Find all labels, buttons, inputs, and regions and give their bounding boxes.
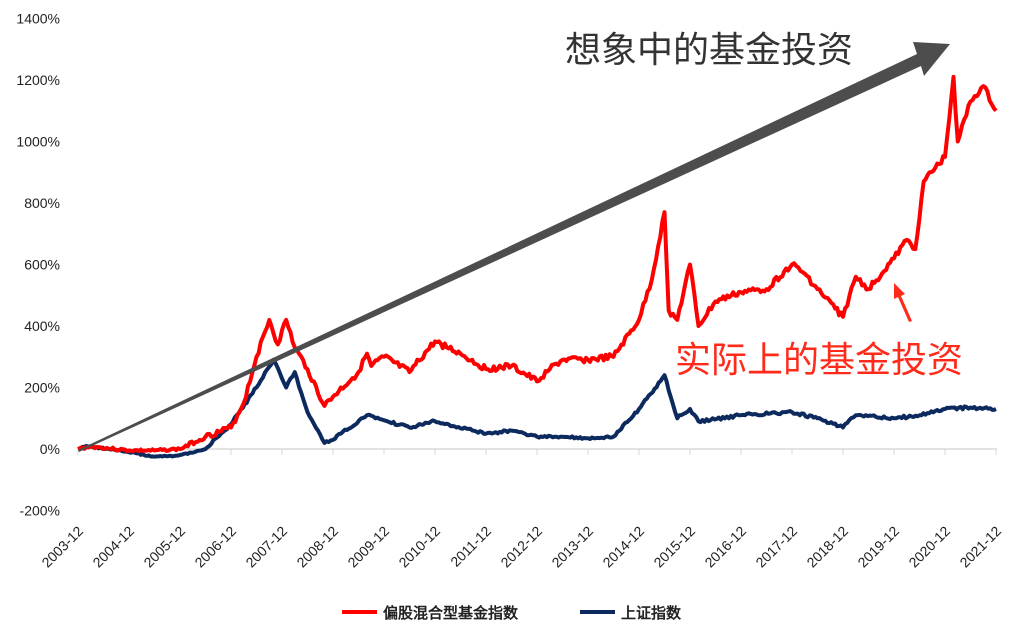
x-tick-label: 2008-12	[293, 523, 341, 571]
legend-label-index: 上证指数	[621, 604, 682, 622]
y-tick-label: 200%	[24, 380, 60, 396]
x-tick-label: 2015-12	[650, 523, 698, 571]
imagined-arrow	[78, 42, 950, 452]
y-tick-label: 600%	[24, 257, 60, 273]
annotation-actual: 实际上的基金投资	[675, 340, 963, 381]
x-tick-label: 2014-12	[599, 523, 647, 571]
x-tick-label: 2013-12	[548, 523, 596, 571]
x-tick-label: 2021-12	[956, 523, 1004, 571]
series-line-fund-index	[77, 74, 998, 454]
y-tick-label: 1000%	[16, 134, 60, 150]
y-tick-label: -200%	[20, 503, 60, 519]
y-tick-label: 0%	[40, 441, 60, 457]
x-tick-label: 2010-12	[395, 523, 443, 571]
x-tick-label: 2012-12	[497, 523, 545, 571]
y-tick-label: 800%	[24, 195, 60, 211]
x-tick-label: 2003-12	[38, 523, 86, 571]
x-tick-label: 2020-12	[905, 523, 953, 571]
x-tick-label: 2019-12	[854, 523, 902, 571]
x-tick-label: 2009-12	[344, 523, 392, 571]
x-axis: 2003-12 2004-12 2005-12 2006-12 2007-12 2008-…	[38, 449, 1004, 570]
legend: 偏股混合型基金指数 上证指数	[342, 604, 682, 622]
x-tick-label: 2004-12	[89, 523, 137, 571]
x-tick-label: 2005-12	[140, 523, 188, 571]
y-tick-label: 400%	[24, 318, 60, 334]
x-tick-label: 2016-12	[701, 523, 749, 571]
y-tick-label: 1400%	[16, 11, 60, 27]
x-tick-label: 2018-12	[803, 523, 851, 571]
legend-label-fund: 偏股混合型基金指数	[383, 604, 519, 622]
series-group	[77, 74, 998, 459]
x-tick-label: 2006-12	[191, 523, 239, 571]
y-axis: -200% 0% 200% 400% 600% 800% 1000% 1200% 1400%	[16, 11, 60, 519]
x-tick-label: 2017-12	[752, 523, 800, 571]
actual-arrow	[894, 283, 912, 322]
y-tick-label: 1200%	[16, 72, 60, 88]
annotation-imagined: 想象中的基金投资	[565, 30, 853, 71]
x-tick-label: 2011-12	[447, 523, 494, 570]
x-tick-label: 2007-12	[242, 523, 290, 571]
